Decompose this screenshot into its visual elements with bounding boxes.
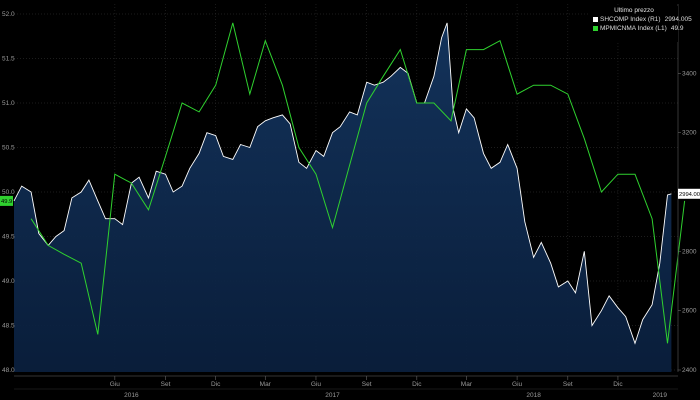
left-tick-label: 48.0 bbox=[2, 367, 15, 374]
year-label: 2019 bbox=[653, 392, 668, 399]
x-tick-label: Dic bbox=[613, 381, 623, 388]
year-label: 2018 bbox=[526, 392, 541, 399]
year-label: 2016 bbox=[124, 392, 139, 399]
legend-title: Ultimo prezzo bbox=[614, 7, 654, 14]
left-tick-label: 51.0 bbox=[2, 100, 15, 107]
mpmicnma-last-marker bbox=[0, 195, 13, 206]
left-tick-label: 52.0 bbox=[2, 11, 15, 18]
right-tick-label: 2600 bbox=[682, 308, 697, 315]
x-tick-label: Dic bbox=[211, 381, 221, 388]
x-tick-label: Mar bbox=[260, 381, 272, 388]
legend-value-shcomp: 2994.005 bbox=[664, 16, 692, 23]
mpmicnma-line bbox=[30, 22, 686, 344]
x-tick-label: Giu bbox=[110, 381, 121, 388]
x-tick-label: Mar bbox=[461, 381, 473, 388]
left-tick-label: 49.0 bbox=[2, 278, 15, 285]
x-tick-label: Set bbox=[161, 381, 171, 388]
left-tick-label: 51.5 bbox=[2, 56, 15, 63]
chart-legend: Ultimo prezzo SHCOMP Index (R1) 2994.005 … bbox=[590, 6, 692, 42]
left-tick-label: 50.5 bbox=[2, 145, 15, 152]
legend-label-mpmicnma: MPMICNMA Index (L1) bbox=[600, 25, 667, 32]
legend-label-shcomp: SHCOMP Index (R1) bbox=[600, 16, 661, 23]
legend-item-mpmicnma: MPMICNMA Index (L1) 49.9 bbox=[590, 24, 683, 33]
shcomp-last-marker bbox=[678, 188, 700, 199]
shcomp-last-value: 2994.005 bbox=[679, 192, 700, 198]
right-tick-label: 2800 bbox=[682, 248, 697, 255]
legend-value-mpmicnma: 49.9 bbox=[670, 25, 684, 32]
shcomp-area bbox=[14, 22, 672, 373]
x-axis: Giu Set Dic Mar Giu Set Dic Mar Giu Set Dic 2016 201… bbox=[14, 375, 678, 399]
right-tick-label: 3200 bbox=[682, 130, 697, 137]
shcomp-line bbox=[13, 22, 672, 345]
legend-swatch-shcomp bbox=[593, 16, 598, 22]
x-tick-label: Giu bbox=[512, 381, 523, 388]
left-axis: 48.0 48.5 49.0 49.5 50.0 50.5 51.0 51.5 52.0 bbox=[2, 11, 15, 374]
legend-item-shcomp: SHCOMP Index (R1) 2994.005 bbox=[590, 15, 692, 24]
mpmicnma-last-value: 49.9 bbox=[1, 199, 12, 205]
left-tick-label: 49.5 bbox=[2, 234, 15, 241]
x-tick-label: Giu bbox=[311, 381, 322, 388]
x-tick-label: Set bbox=[362, 381, 372, 388]
x-tick-label: Set bbox=[563, 381, 573, 388]
right-tick-label: 2400 bbox=[682, 367, 697, 374]
legend-swatch-mpmicnma bbox=[593, 25, 598, 31]
left-tick-label: 48.5 bbox=[2, 323, 15, 330]
year-label: 2017 bbox=[325, 392, 340, 399]
left-tick-label: 50.0 bbox=[2, 189, 15, 196]
x-tick-label: Dic bbox=[412, 381, 422, 388]
right-tick-label: 3400 bbox=[682, 70, 697, 77]
